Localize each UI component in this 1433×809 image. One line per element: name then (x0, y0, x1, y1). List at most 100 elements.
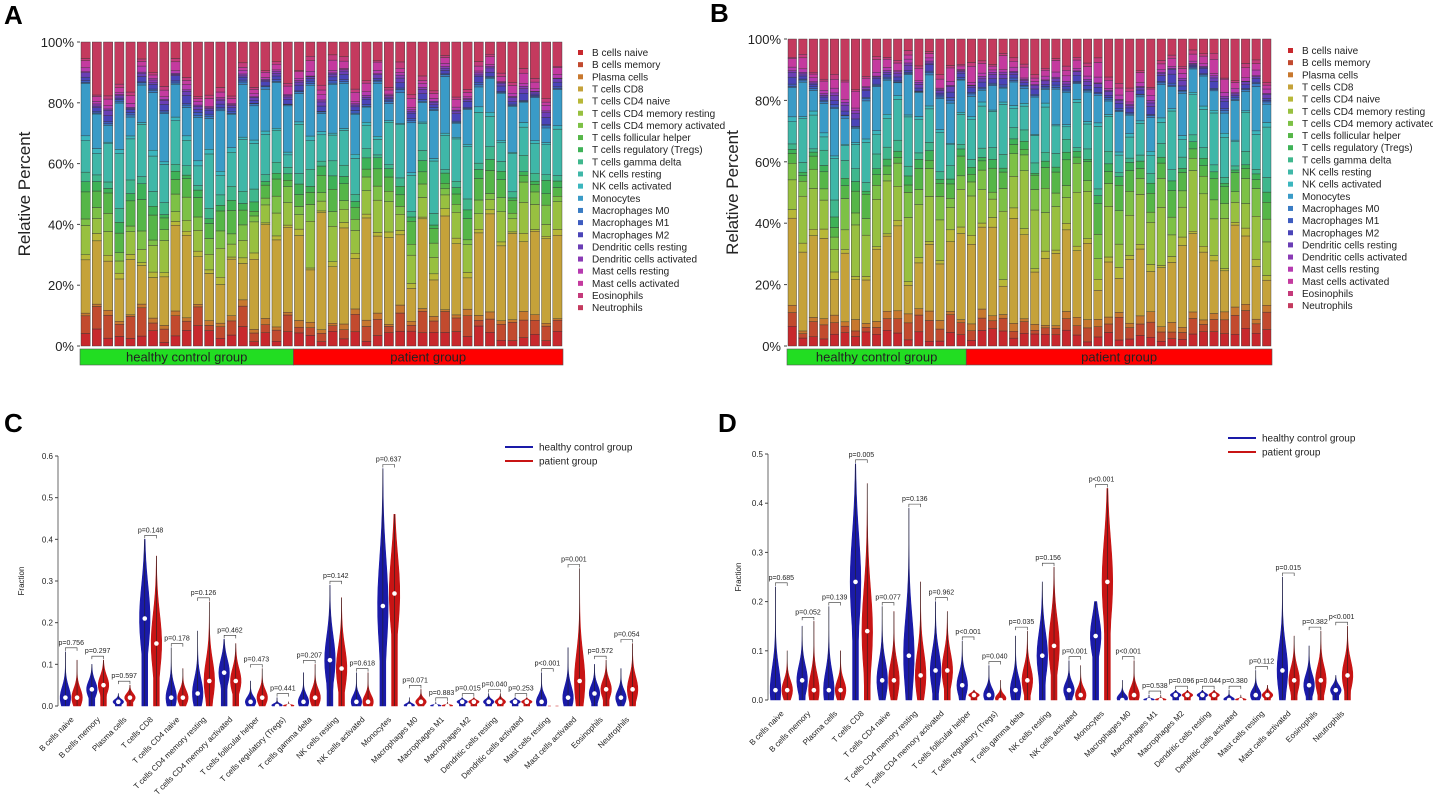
bar-segment (861, 323, 871, 328)
bar-segment (361, 106, 372, 123)
bar-segment (294, 214, 304, 230)
bar-segment (1262, 82, 1272, 86)
bar-segment (945, 207, 955, 231)
bar-segment (882, 165, 892, 175)
bar-segment (956, 114, 966, 145)
bar-segment (518, 83, 529, 87)
bar-segment (1198, 109, 1208, 148)
bar-segment (507, 97, 518, 102)
bar-segment (967, 174, 976, 183)
bar-segment (103, 110, 113, 116)
bar-segment (103, 192, 113, 214)
bar-segment (1125, 114, 1135, 134)
bar-segment (829, 216, 839, 228)
bar-segment (1061, 83, 1071, 87)
bar-segment (787, 217, 797, 306)
median-control (63, 695, 68, 700)
bar-segment (1241, 235, 1251, 305)
bar-segment (496, 197, 507, 212)
bar-segment (1241, 81, 1251, 85)
bar-segment (406, 283, 417, 289)
bar-segment (851, 90, 861, 109)
bar-segment (956, 189, 966, 228)
bar-segment (1251, 63, 1261, 71)
significance-bracket (65, 647, 78, 651)
median-patient (1265, 692, 1270, 698)
bar-segment (1156, 143, 1166, 158)
p-value-label: p=0.685 (769, 575, 795, 582)
bar-segment (103, 337, 113, 347)
bar-segment (114, 153, 125, 209)
bar-segment (998, 78, 1008, 86)
bar-segment (956, 72, 966, 78)
bar-segment (1220, 110, 1230, 114)
bar-segment (819, 80, 829, 91)
patient-group-label: patient group (390, 350, 466, 365)
p-value-label: p=0.382 (1302, 619, 1328, 626)
bar-segment (440, 194, 450, 209)
bar-segment (125, 103, 136, 108)
bar-segment (1114, 99, 1124, 104)
bar-segment (148, 90, 158, 93)
bar-segment (384, 332, 394, 347)
bar-segment (1051, 88, 1061, 125)
bar-segment (967, 244, 976, 325)
bar-segment (92, 233, 102, 242)
significance-bracket (855, 459, 868, 463)
bar-segment (1135, 89, 1145, 95)
bar-segment (417, 216, 428, 220)
bar-segment (1030, 174, 1040, 190)
bar-segment (530, 97, 540, 141)
bar-segment (1072, 71, 1082, 76)
bar-segment (829, 199, 839, 218)
bar-segment (282, 331, 293, 347)
median-control (221, 670, 227, 675)
p-value-label: p=0.139 (822, 595, 848, 602)
bar-segment (316, 210, 327, 213)
bar-segment (1241, 63, 1251, 68)
bar-segment (462, 89, 473, 93)
bar-segment (429, 104, 439, 108)
bar-segment (1167, 256, 1177, 263)
bar-segment (451, 193, 462, 205)
bar-segment (914, 68, 924, 81)
bar-segment (1156, 69, 1166, 73)
bar-segment (1135, 82, 1145, 87)
p-value-label: p<0.001 (1329, 614, 1355, 621)
p-value-label: p=0.756 (58, 640, 84, 647)
bar-segment (998, 279, 1008, 287)
bar-segment (417, 75, 428, 81)
bar-segment (998, 87, 1008, 103)
bar-segment (840, 79, 850, 83)
bar-segment (1072, 151, 1082, 158)
bar-segment (1083, 38, 1092, 64)
bar-segment (1220, 218, 1230, 269)
median-control (826, 687, 832, 693)
bar-segment (1167, 58, 1177, 67)
bar-segment (552, 81, 563, 88)
bar-segment (327, 70, 338, 74)
x-tick-label: T cells CD4 naive (131, 715, 182, 766)
bar-segment (798, 251, 808, 332)
bar-segment (808, 114, 818, 150)
bar-segment (507, 41, 518, 83)
bar-segment (316, 341, 327, 347)
legend-swatch (578, 50, 583, 55)
bar-segment (1220, 112, 1230, 134)
bar-segment (977, 169, 987, 190)
bar-segment (1083, 159, 1092, 162)
legend-swatch (1288, 96, 1293, 102)
bar-segment (851, 330, 861, 337)
bar-segment (1061, 65, 1071, 71)
bar-segment (530, 184, 540, 193)
bar-segment (1209, 112, 1219, 166)
bar-segment (327, 226, 338, 262)
bar-segment (808, 188, 818, 230)
bar-segment (840, 252, 850, 323)
bar-segment (787, 58, 797, 68)
legend-swatch (1288, 133, 1293, 139)
bar-segment (998, 53, 1008, 56)
bar-segment (1262, 122, 1272, 128)
bar-segment (1198, 75, 1208, 107)
bar-segment (1051, 38, 1061, 59)
